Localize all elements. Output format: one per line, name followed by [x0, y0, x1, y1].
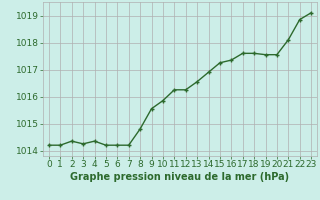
X-axis label: Graphe pression niveau de la mer (hPa): Graphe pression niveau de la mer (hPa): [70, 172, 290, 182]
